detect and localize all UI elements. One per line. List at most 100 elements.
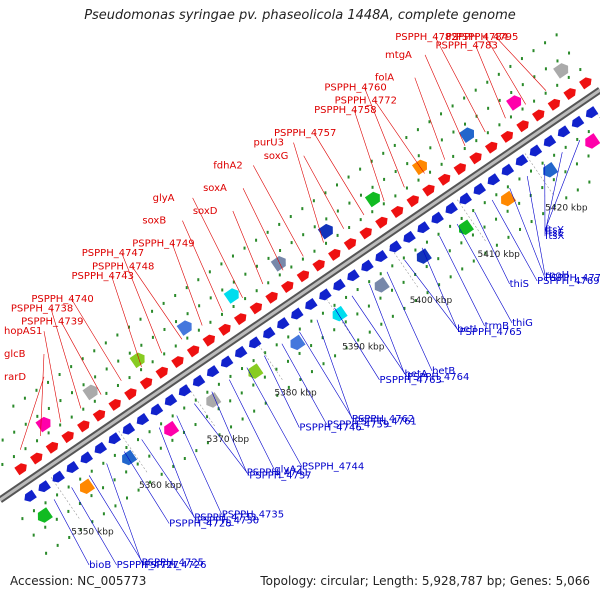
- guide-dot: [336, 233, 339, 237]
- label-leader: [192, 197, 243, 298]
- guide-dot: [313, 249, 316, 253]
- feature-box: [411, 159, 427, 176]
- gene-label: betB: [432, 366, 455, 377]
- guide-dot: [35, 388, 38, 392]
- guide-dot: [402, 280, 405, 284]
- gene-label: PSPPH_4735: [222, 510, 284, 521]
- guide-dot: [93, 349, 96, 353]
- guide-dot: [278, 273, 281, 277]
- guide-dot: [139, 317, 142, 321]
- feature-box: [416, 248, 432, 264]
- gene-label: purU3: [254, 138, 284, 149]
- label-leader: [491, 199, 538, 282]
- guide-dot: [555, 33, 558, 37]
- guide-dot: [403, 306, 406, 310]
- guide-dot: [487, 106, 490, 110]
- gene-label: ftsX: [545, 231, 564, 242]
- dotted-guide-lines: [1, 33, 591, 555]
- reverse-gene-arrow: [361, 259, 374, 272]
- guide-dot: [452, 154, 455, 158]
- guide-dot: [67, 485, 70, 489]
- gene-label: PSPPH_4739: [21, 317, 83, 328]
- label-leader: [316, 319, 353, 419]
- guide-dot: [428, 120, 431, 124]
- reverse-gene-arrow: [277, 317, 290, 330]
- guide-dot: [552, 178, 555, 182]
- guide-dot: [299, 378, 302, 382]
- guide-dot: [160, 422, 163, 426]
- guide-dot: [345, 346, 348, 350]
- guide-dot: [587, 130, 590, 134]
- genome-backbone: [0, 87, 600, 503]
- guide-dot: [105, 391, 108, 395]
- guide-dot: [148, 430, 151, 434]
- guide-dot: [298, 327, 301, 331]
- guide-dot: [460, 216, 463, 220]
- gene-label: betA: [404, 369, 427, 380]
- guide-dot: [448, 249, 451, 253]
- guide-dot: [229, 399, 232, 403]
- guide-dot: [82, 383, 85, 387]
- reverse-gene-arrow: [389, 240, 402, 253]
- gene-label: PSPPH_4765: [460, 327, 522, 338]
- label-leader: [111, 275, 142, 368]
- gene-label: thiS: [510, 279, 529, 290]
- guide-dot: [198, 304, 201, 308]
- guide-dot: [440, 162, 443, 166]
- guide-dot: [279, 248, 282, 252]
- forward-gene-arrow: [453, 163, 467, 176]
- label-leader: [232, 210, 264, 285]
- guide-dot: [209, 320, 212, 324]
- guide-dot: [313, 225, 316, 229]
- guide-dot: [336, 209, 339, 213]
- reverse-gene-arrow: [80, 451, 94, 464]
- guide-dot: [102, 512, 105, 516]
- forward-gene-arrow: [281, 281, 294, 293]
- guide-dot: [416, 128, 419, 132]
- guide-dot: [231, 254, 234, 258]
- guide-dot: [575, 162, 578, 166]
- guide-dot: [47, 431, 50, 435]
- guide-dot: [45, 551, 48, 555]
- gene-label: PSPPH_4748: [92, 261, 154, 272]
- feature-box: [585, 133, 600, 149]
- feature-box: [374, 277, 390, 293]
- forward-gene-arrow: [108, 398, 121, 411]
- map-title: Pseudomonas syringae pv. phaseolicola 14…: [84, 8, 516, 23]
- forward-gene-arrow: [249, 302, 263, 315]
- gene-label: PSPPH_4730: [197, 516, 259, 527]
- guide-dot: [128, 376, 131, 380]
- guide-dot: [255, 289, 258, 293]
- guide-dot: [241, 367, 244, 371]
- reverse-gene-arrow: [150, 403, 164, 416]
- tick-line: [50, 477, 80, 519]
- label-leader: [158, 427, 195, 518]
- guide-dot: [21, 517, 24, 521]
- gene-label: soxD: [193, 206, 218, 217]
- guide-dot: [36, 414, 39, 418]
- gene-label: rarD: [4, 372, 26, 383]
- tick-line: [389, 245, 419, 288]
- feature-box: [122, 449, 138, 466]
- gene-label: ftsY: [545, 225, 564, 236]
- guide-dot: [402, 256, 405, 260]
- guide-dot: [507, 235, 510, 239]
- gene-label: glyA: [153, 193, 175, 204]
- gene-label: PSPPH_4741: [247, 468, 309, 479]
- guide-dot: [127, 325, 130, 329]
- guide-dot: [160, 472, 163, 476]
- guide-dot: [104, 341, 107, 345]
- gene-label: PSPPH_4758: [314, 105, 376, 116]
- guide-dot: [151, 309, 154, 313]
- guide-dot: [102, 461, 105, 465]
- feature-box: [206, 392, 222, 408]
- forward-gene-arrow: [406, 195, 419, 208]
- label-leader: [353, 110, 385, 202]
- gene-label: PSPPH_4763: [379, 375, 441, 386]
- guide-dot: [278, 222, 281, 226]
- guide-dot: [195, 449, 198, 453]
- guide-dot: [498, 98, 501, 102]
- guide-dot: [371, 185, 374, 189]
- guide-dot: [414, 272, 417, 276]
